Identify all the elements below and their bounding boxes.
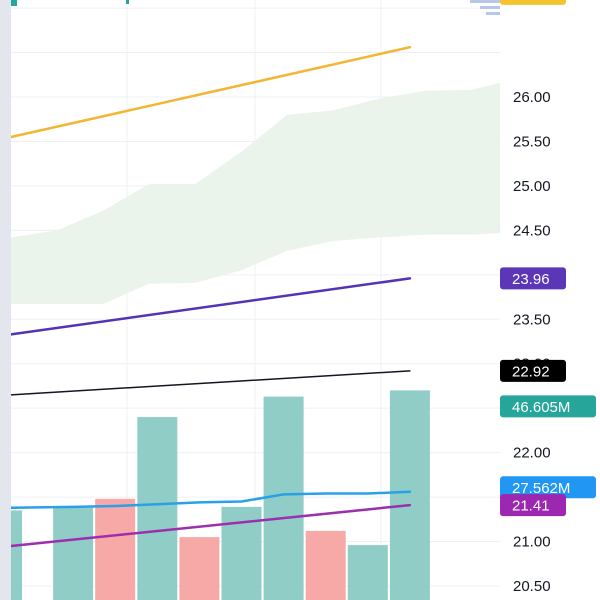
indicator-line-1: [9, 277, 412, 336]
volume-bar-2: [95, 498, 136, 600]
y-tick-label-7: 26.00: [513, 89, 551, 106]
top-marker: [126, 0, 129, 4]
volume-bar-4: [179, 537, 220, 600]
y-tick-label-1: 21.00: [513, 534, 551, 551]
price-badge-label-8: 21.41: [512, 498, 550, 515]
volume-bar-3: [137, 417, 178, 600]
top-left-marker: [11, 0, 17, 6]
volume-bar-6: [263, 396, 304, 600]
indicator-line-2: [10, 370, 411, 396]
price-badge-label-7: 27.562M: [512, 480, 570, 497]
price-badge-bg-4: [500, 267, 566, 290]
indicator-line-0: [9, 45, 412, 139]
price-badge-5: 22.92: [500, 359, 566, 382]
volume-bar-7: [305, 530, 346, 600]
price-badge-4: 23.96: [500, 267, 566, 290]
price-badge-6: 46.605M: [500, 395, 596, 418]
ichimoku-cloud: [11, 82, 500, 305]
price-badge-bg-8: [500, 494, 566, 517]
price-badge-label-4: 23.96: [512, 271, 550, 288]
y-tick-label-6: 25.50: [513, 133, 551, 150]
price-badge-3: 26.56: [500, 0, 566, 5]
price-badge-label-5: 22.92: [512, 363, 550, 380]
volume-bar-0: [11, 510, 22, 600]
indicator-line-3: [9, 503, 412, 548]
y-tick-label-2: 22.00: [513, 445, 551, 462]
y-tick-label-5: 25.00: [513, 178, 551, 195]
volume-layer: [11, 390, 430, 600]
left-panel-edge: [0, 0, 11, 600]
price-badge-bg-5: [500, 359, 566, 382]
price-badge-bg-7: [500, 476, 596, 499]
price-badge-label-3: 26.56: [512, 0, 550, 3]
y-tick-label-0: 20.50: [513, 578, 551, 595]
indicator-line-4: [9, 490, 412, 510]
price-badge-bg-3: [500, 0, 566, 5]
price-badge-bg-6: [500, 395, 596, 418]
price-badges: 27.7127.7127.6026.5623.9622.9246.605M27.…: [500, 0, 596, 517]
volume-bar-9: [389, 390, 430, 600]
price-badge-7: 27.562M: [500, 476, 596, 499]
price-axis[interactable]: 20.50 21.00 22.00 23.50 24.50 25.00 25.50 26.00…: [513, 89, 551, 595]
volume-bar-8: [347, 545, 388, 600]
y-tick-label-4: 24.50: [513, 222, 551, 239]
price-badge-8: 21.41: [500, 494, 566, 517]
volume-bar-1: [53, 507, 94, 600]
cloud-layer: [11, 82, 500, 305]
order-book-glyph: [470, 0, 500, 15]
y-tick-label-3: 23.50: [513, 311, 551, 328]
indicator-lines: [9, 45, 412, 548]
price-badge-label-6: 46.605M: [512, 399, 570, 416]
